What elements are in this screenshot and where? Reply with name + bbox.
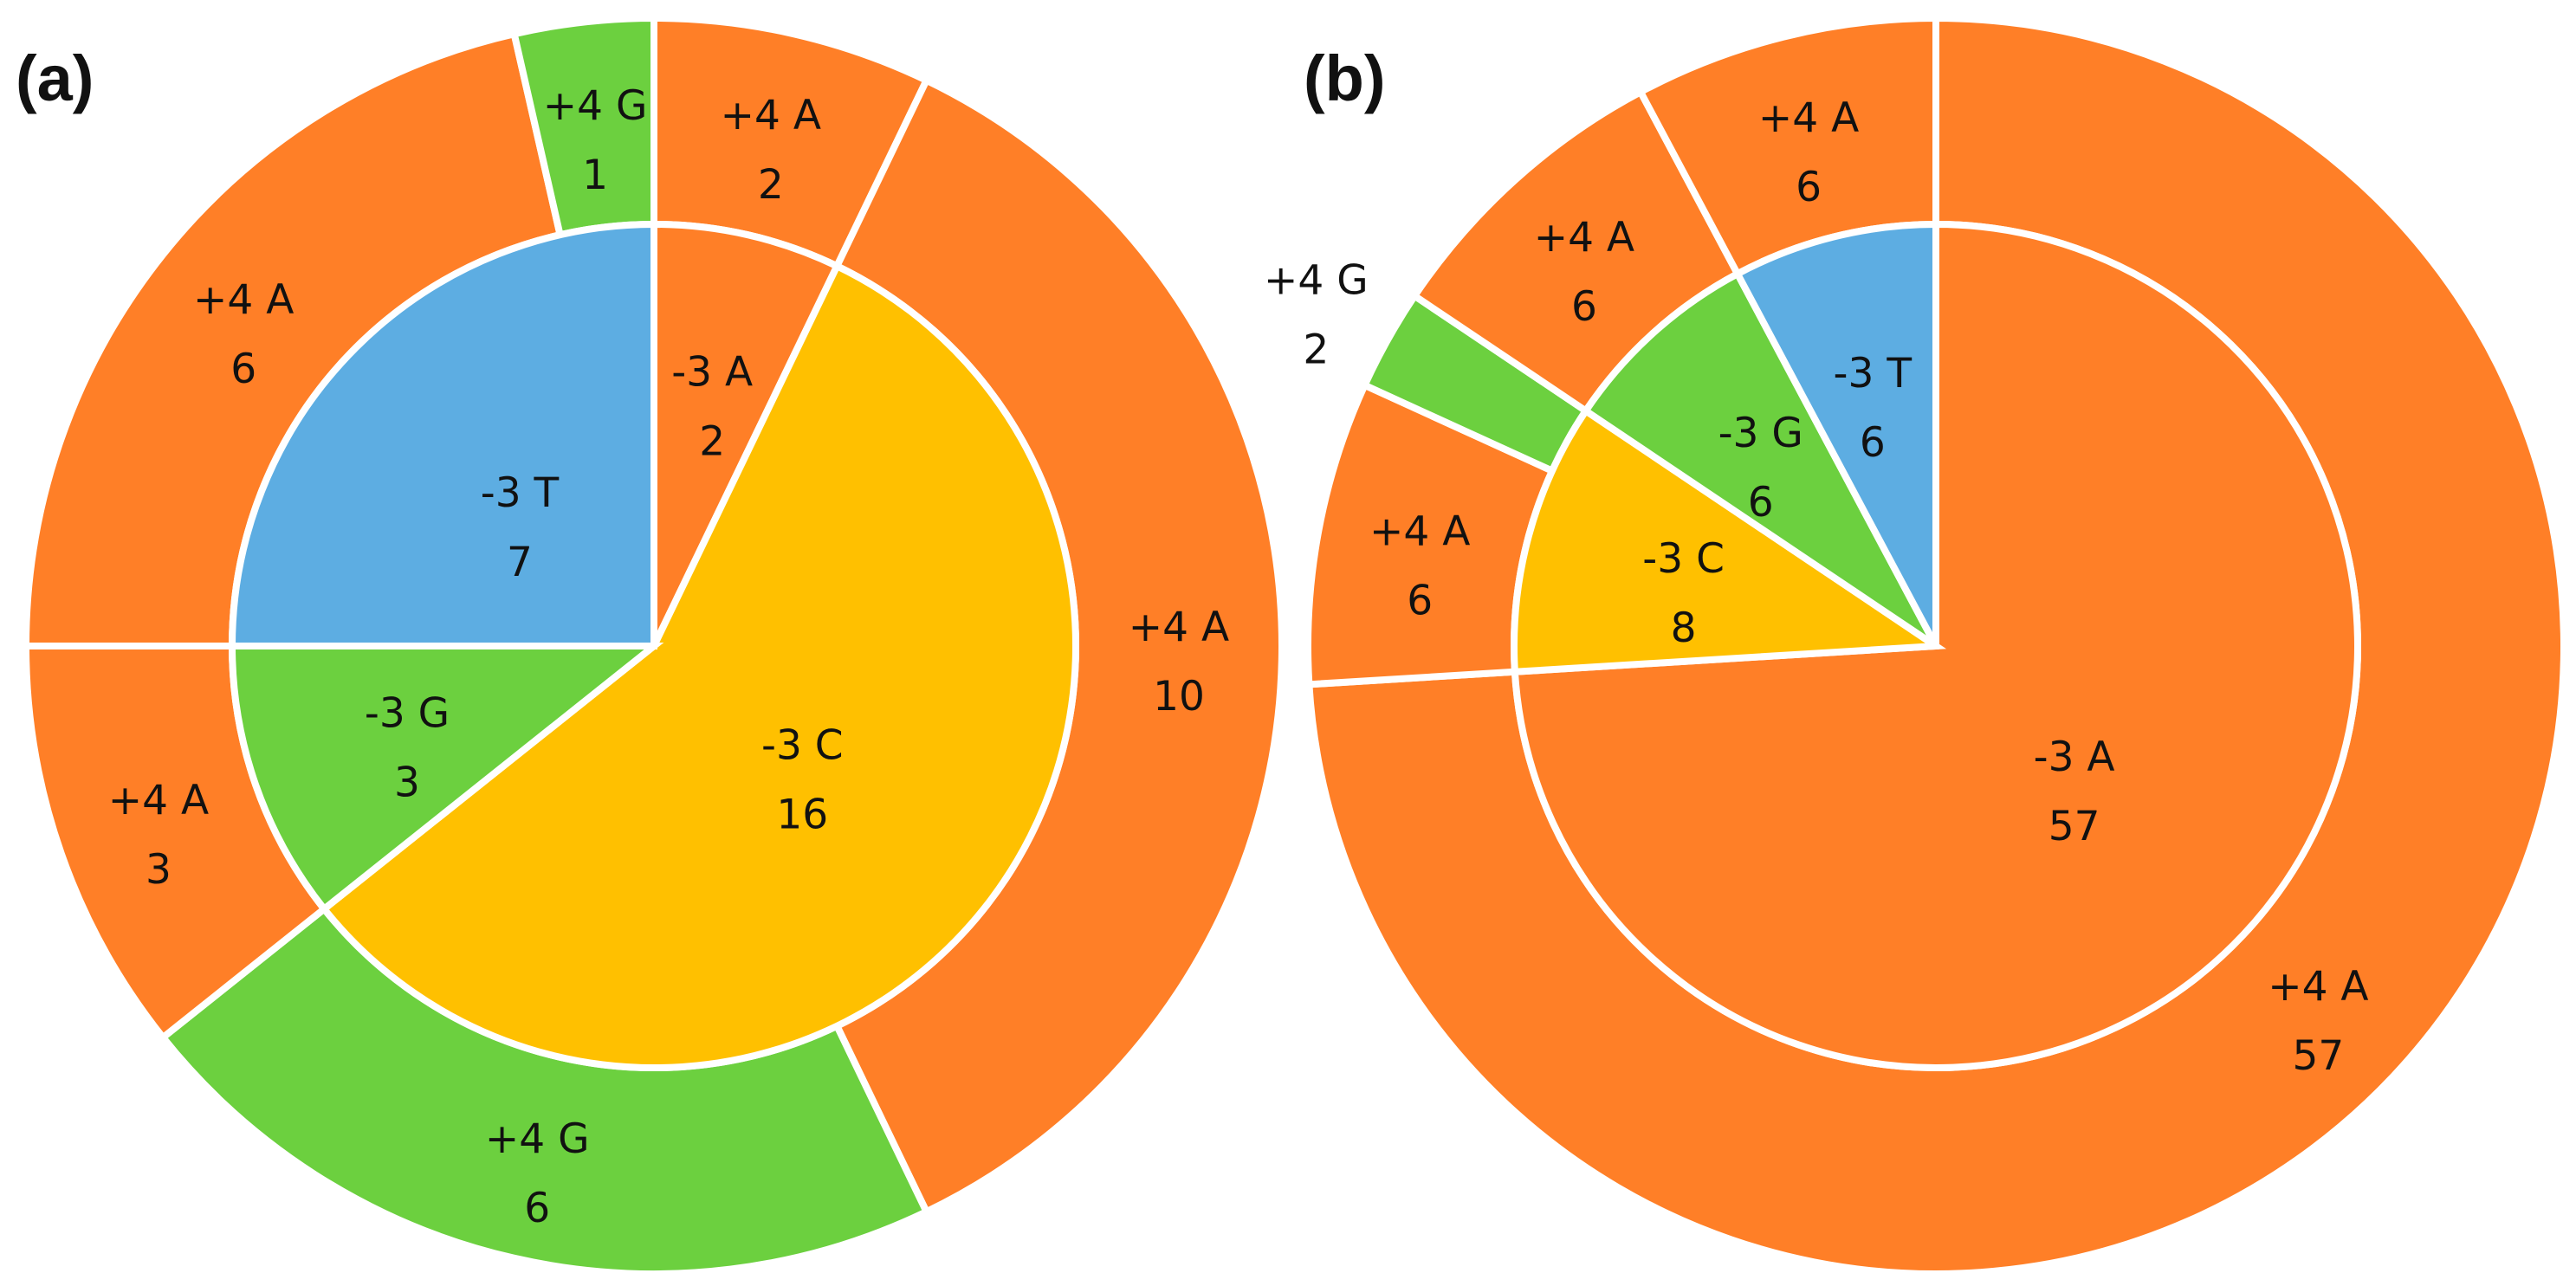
chart-b-outer-label-plus4-a-4-value: 6 <box>1796 164 1822 211</box>
chart-a-outer-label-plus4-a-1: +4 A 10 <box>1129 604 1229 721</box>
chart-b-inner-label-minus3-g-2-value: 6 <box>1748 479 1774 527</box>
chart-a-outer-label-plus4-a-4: +4 A 6 <box>193 276 294 393</box>
chart-b-outer-label-plus4-a-0: +4 A 57 <box>2268 963 2368 1080</box>
chart-a-inner-slice-minus3-a-0 <box>650 220 842 648</box>
panel-label-a: (a) <box>16 42 94 114</box>
panel-label-b: (b) <box>1304 42 1386 114</box>
chart-a-inner-label-minus3-a-0: -3 A 2 <box>671 349 753 466</box>
chart-a-outer-label-plus4-g-2: +4 G 6 <box>485 1115 590 1232</box>
chart-b-outer-label-plus4-g-2: +4 G 2 <box>1264 257 1369 374</box>
chart-a-outer-label-plus4-a-3-value: 3 <box>146 846 172 894</box>
chart-b-outer-label-plus4-a-4: +4 A 6 <box>1758 94 1859 211</box>
chart-a-inner-slice-minus3-g-2 <box>228 643 664 914</box>
chart-b-inner-label-minus3-t-3: -3 T 6 <box>1834 350 1913 467</box>
chart-a-outer-label-plus4-g-5: +4 G 1 <box>543 82 648 199</box>
chart-b-outer-label-plus4-a-0-category: +4 A <box>2268 963 2368 1011</box>
chart-a-outer-label-plus4-g-2-category: +4 G <box>485 1115 590 1163</box>
chart-b-outer-label-plus4-a-3-category: +4 A <box>1534 214 1634 262</box>
chart-a-outer-label-plus4-a-0: +4 A 2 <box>721 92 821 209</box>
chart-a-outer-label-plus4-a-0-category: +4 A <box>721 92 821 139</box>
chart-b-labels: +4 A 57+4 A 6+4 G 2+4 A 6+4 A 6-3 A 57-3 C 8-3 … <box>1264 94 2369 1080</box>
chart-b-inner-label-minus3-a-0-value: 57 <box>2049 803 2100 850</box>
chart-a-outer-label-plus4-a-1-category: +4 A <box>1129 604 1229 651</box>
chart-b-inner-label-minus3-a-0: -3 A 57 <box>2034 733 2115 850</box>
chart-b-inner-label-minus3-a-0-category: -3 A <box>2034 733 2115 781</box>
chart-b-outer-label-plus4-a-1-value: 6 <box>1407 577 1433 624</box>
chart-a-rings <box>22 14 1285 1277</box>
chart-a-inner-label-minus3-c-1: -3 C 16 <box>761 722 844 839</box>
chart-b-inner-label-minus3-g-2: -3 G 6 <box>1718 410 1803 527</box>
chart-b-inner-label-minus3-t-3-value: 6 <box>1860 419 1886 467</box>
chart-a-inner-label-minus3-c-1-value: 16 <box>776 792 828 839</box>
chart-a-inner-label-minus3-g-2-value: 3 <box>394 759 420 807</box>
chart-a-outer-label-plus4-a-1-value: 10 <box>1153 673 1205 721</box>
chart-b-inner-slice-minus3-t-3 <box>1732 220 1939 648</box>
chart-a-outer-label-plus4-g-5-value: 1 <box>582 152 608 199</box>
chart-a-inner-label-minus3-t-3-category: -3 T <box>481 469 560 517</box>
chart-b-inner-label-minus3-c-1-category: -3 C <box>1642 535 1725 583</box>
chart-b-outer-label-plus4-a-1-category: +4 A <box>1369 507 1470 555</box>
chart-b-inner-label-minus3-g-2-category: -3 G <box>1718 410 1803 457</box>
chart-b-outer-label-plus4-a-1: +4 A 6 <box>1369 507 1470 624</box>
chart-b-outer-label-plus4-a-0-value: 57 <box>2292 1032 2344 1080</box>
chart-b-outer-label-plus4-g-2-category: +4 G <box>1264 257 1369 305</box>
chart-a-inner-label-minus3-t-3-value: 7 <box>507 539 533 586</box>
chart-b-inner-slice-minus3-c-1 <box>1511 405 1947 676</box>
chart-b-outer-label-plus4-a-3-value: 6 <box>1571 283 1597 331</box>
chart-b-inner-slice-minus3-g-2 <box>1581 268 1939 649</box>
chart-a-inner-label-minus3-g-2-category: -3 G <box>365 690 450 738</box>
chart-a-inner-slice-minus3-c-1 <box>319 261 1080 1072</box>
chart-a-outer-label-plus4-a-3-category: +4 A <box>108 777 209 824</box>
chart-a-outer-label-plus4-g-5-category: +4 G <box>543 82 648 130</box>
chart-a-inner-label-minus3-c-1-category: -3 C <box>761 722 844 770</box>
chart-a-outer-label-plus4-g-2-value: 6 <box>524 1185 550 1232</box>
chart-a-outer-label-plus4-a-3: +4 A 3 <box>108 777 209 894</box>
chart-a-inner-label-minus3-g-2: -3 G 3 <box>365 690 450 807</box>
chart-b-outer-label-plus4-a-3: +4 A 6 <box>1534 214 1634 331</box>
chart-b-rings <box>1304 14 2568 1277</box>
chart-a-labels: +4 A 2 +4 A 10 +4 G 6 +4 A 3 +4 A 6 +4 G 1 -3 A 2 -3 C… <box>108 82 1229 1232</box>
chart-a-inner-label-minus3-a-0-category: -3 A <box>671 349 753 397</box>
chart-a-outer-label-plus4-a-4-category: +4 A <box>193 276 294 324</box>
chart-b-inner-label-minus3-t-3-category: -3 T <box>1834 350 1913 397</box>
chart-a: (a) +4 A 2 +4 A 10 +4 G 6 +4 A 3 +4 A 6 +4 G 1 -3 A 2… <box>16 14 1285 1277</box>
chart-a-inner-label-minus3-a-0-value: 2 <box>699 418 725 466</box>
chart-b-outer-label-plus4-a-4-category: +4 A <box>1758 94 1859 142</box>
chart-b-inner-label-minus3-c-1-value: 8 <box>1671 604 1697 652</box>
chart-b-outer-label-plus4-g-2-value: 2 <box>1303 326 1329 374</box>
chart-a-outer-label-plus4-a-0-value: 2 <box>758 161 784 209</box>
chart-a-inner-label-minus3-t-3: -3 T 7 <box>481 469 560 586</box>
chart-b: (b) +4 A 57 +4 A 6 +4 G 2 +4 A 6 +4 A 6 -3 A 57 -3 C… <box>1264 14 2568 1277</box>
chart-a-inner-slice-minus3-t-3 <box>228 220 657 649</box>
chart-a-outer-label-plus4-a-4-value: 6 <box>230 346 256 393</box>
chart-b-inner-label-minus3-c-1: -3 C 8 <box>1642 535 1725 652</box>
